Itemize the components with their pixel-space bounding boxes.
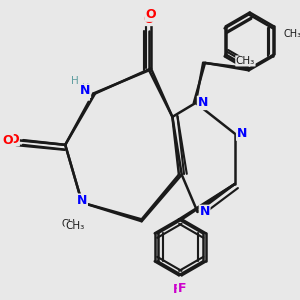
Text: H: H (82, 82, 89, 93)
Text: O: O (144, 13, 154, 26)
Text: CH₃: CH₃ (62, 219, 80, 230)
Text: N: N (80, 84, 90, 97)
Text: N: N (237, 127, 247, 140)
Text: N: N (79, 87, 89, 100)
Text: CH₃: CH₃ (236, 56, 255, 66)
Text: H: H (71, 76, 78, 85)
Text: O: O (9, 133, 19, 146)
Text: N: N (198, 96, 208, 110)
Text: O: O (146, 8, 156, 21)
Text: N: N (77, 194, 87, 207)
Text: N: N (77, 196, 87, 209)
Text: F: F (178, 282, 186, 295)
Text: N: N (200, 206, 210, 218)
Text: O: O (2, 134, 13, 147)
Text: CH₃: CH₃ (65, 221, 84, 231)
Text: CH₃: CH₃ (283, 29, 300, 39)
Text: F: F (173, 283, 181, 296)
